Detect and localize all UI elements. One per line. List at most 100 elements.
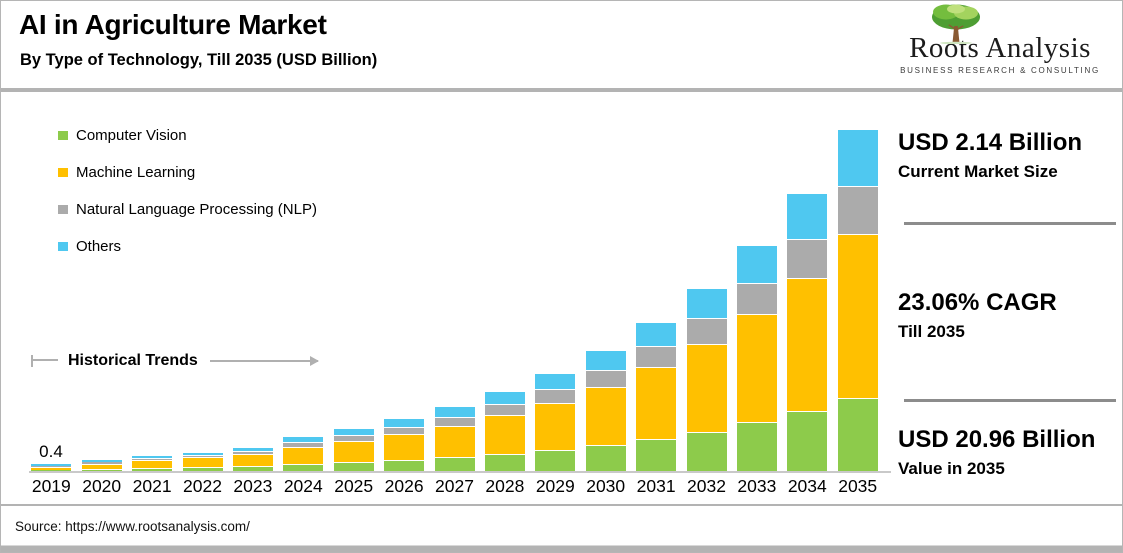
bar-segment-2025-computer-vision	[333, 462, 374, 471]
bar-segment-2019-natural-language-processing-nlp	[31, 465, 72, 467]
bar-segment-2024-others	[283, 437, 324, 442]
bar-segment-2032-computer-vision	[686, 432, 727, 471]
bar-segment-2035-others	[837, 130, 878, 186]
bar-segment-2026-computer-vision	[384, 460, 425, 471]
bar-segment-2026-others	[384, 419, 425, 427]
logo-tagline: BUSINESS RESEARCH & CONSULTING	[900, 66, 1100, 75]
bar-segment-2031-computer-vision	[636, 439, 677, 471]
bar-segment-2027-computer-vision	[434, 457, 475, 471]
bar-segment-2034-natural-language-processing-nlp	[787, 240, 828, 279]
bar-segment-2031-natural-language-processing-nlp	[636, 347, 677, 368]
bar-segment-2034-computer-vision	[787, 412, 828, 471]
stats-panel: USD 2.14 Billion Current Market Size 23.…	[896, 1, 1122, 501]
x-axis-label-2019: 2019	[31, 476, 71, 496]
x-axis-label-2025: 2025	[334, 476, 374, 496]
x-axis-label-2033: 2033	[737, 476, 777, 496]
legend-label: Machine Learning	[76, 163, 196, 181]
bar-segment-2022-others	[182, 452, 223, 455]
bar-segment-2031-others	[636, 323, 677, 347]
x-axis-label-2027: 2027	[435, 476, 474, 496]
x-axis-label-2034: 2034	[787, 476, 827, 496]
bar-segment-2021-machine-learning	[132, 460, 173, 468]
x-axis-label-2029: 2029	[535, 476, 575, 496]
stats-divider	[904, 399, 1116, 402]
legend-swatch-machine-learning-icon	[58, 167, 68, 177]
stat-current-market-size-caption: Current Market Size	[898, 162, 1058, 181]
stat-current-market-size-value: USD 2.14 Billion	[898, 129, 1083, 156]
legend-item-others: Others	[58, 234, 317, 258]
bar-segment-2031-machine-learning	[636, 368, 677, 439]
bar-segment-2023-others	[232, 447, 273, 451]
x-axis-label-2023: 2023	[233, 476, 273, 496]
x-axis-label-2026: 2026	[384, 476, 424, 496]
bar-segment-2030-others	[585, 350, 626, 370]
right-arrow-icon	[209, 356, 320, 366]
bar-segment-2028-natural-language-processing-nlp	[484, 405, 525, 416]
header-divider	[1, 88, 1122, 92]
bar-segment-2032-natural-language-processing-nlp	[686, 318, 727, 344]
bar-segment-2025-machine-learning	[333, 442, 374, 462]
legend-label: Others	[76, 237, 122, 255]
bar-segment-2022-computer-vision	[182, 467, 223, 471]
bar-segment-2033-computer-vision	[736, 423, 777, 471]
x-axis-label-2020: 2020	[82, 476, 122, 496]
bar-segment-2027-natural-language-processing-nlp	[434, 417, 475, 426]
bar-segment-2023-machine-learning	[232, 455, 273, 466]
legend-label: Natural Language Processing (NLP)	[76, 200, 317, 218]
legend-swatch-computer-vision-icon	[58, 130, 68, 140]
bar-segment-2034-others	[787, 194, 828, 240]
bar-segment-2024-machine-learning	[283, 447, 324, 464]
bar-segment-2032-machine-learning	[686, 344, 727, 432]
bar-segment-2028-computer-vision	[484, 454, 525, 471]
bar-segment-2029-natural-language-processing-nlp	[535, 389, 576, 403]
bottom-border	[1, 545, 1122, 552]
stat-cagr-caption: Till 2035	[898, 322, 965, 341]
bar-segment-2030-computer-vision	[585, 445, 626, 471]
bar-segment-2028-others	[484, 391, 525, 405]
stat-cagr-value: 23.06% CAGR	[898, 289, 1057, 316]
x-axis-label-2032: 2032	[687, 476, 726, 496]
bar-segment-2022-machine-learning	[182, 458, 223, 467]
bar-segment-2020-others	[81, 460, 122, 463]
bar-segment-2021-computer-vision	[132, 468, 173, 471]
page-title: AI in Agriculture Market	[19, 9, 327, 40]
source-strip: Source: https://www.rootsanalysis.com/	[1, 504, 1122, 547]
x-axis-label-2022: 2022	[183, 476, 222, 496]
bar-segment-2023-natural-language-processing-nlp	[232, 451, 273, 455]
bar-segment-2033-others	[736, 246, 777, 283]
bar-segment-2035-natural-language-processing-nlp	[837, 186, 878, 234]
bar-segment-2024-natural-language-processing-nlp	[283, 442, 324, 447]
bar-segment-2033-natural-language-processing-nlp	[736, 283, 777, 315]
bar-segment-2020-machine-learning	[81, 464, 122, 469]
bar-segment-2026-natural-language-processing-nlp	[384, 427, 425, 435]
bar-segment-2029-others	[535, 373, 576, 389]
source-text: Source: https://www.rootsanalysis.com/	[15, 519, 250, 534]
legend-swatch-others-icon	[58, 241, 68, 251]
x-axis-label-2028: 2028	[485, 476, 525, 496]
bar-segment-2021-others	[132, 456, 173, 458]
bar-segment-2032-others	[686, 288, 727, 318]
bar-segment-2020-computer-vision	[81, 469, 122, 471]
bar-2019-data-label: 0.4	[39, 442, 63, 461]
bar-segment-2026-machine-learning	[384, 435, 425, 460]
bar-segment-2019-machine-learning	[31, 467, 72, 470]
x-axis-label-2035: 2035	[838, 476, 878, 496]
bar-segment-2023-computer-vision	[232, 466, 273, 471]
x-axis-label-2030: 2030	[586, 476, 626, 496]
bar-segment-2019-others	[31, 464, 72, 466]
stacked-bar-chart	[29, 91, 891, 473]
bar-segment-2030-machine-learning	[585, 387, 626, 445]
stat-2035-value: USD 20.96 Billion	[898, 426, 1096, 453]
bar-segment-2029-machine-learning	[535, 403, 576, 450]
stat-2035-caption: Value in 2035	[898, 459, 1005, 478]
bar-segment-2034-machine-learning	[787, 279, 828, 412]
legend-item-machine-learning: Machine Learning	[58, 160, 317, 184]
legend-label: Computer Vision	[76, 126, 187, 144]
bar-segment-2035-computer-vision	[837, 398, 878, 471]
bar-segment-2035-machine-learning	[837, 234, 878, 398]
bar-segment-2019-computer-vision	[31, 469, 72, 471]
historical-trends-annotation: Historical Trends	[31, 350, 320, 372]
x-axis-label-2021: 2021	[132, 476, 172, 496]
historical-trends-label: Historical Trends	[68, 352, 198, 369]
